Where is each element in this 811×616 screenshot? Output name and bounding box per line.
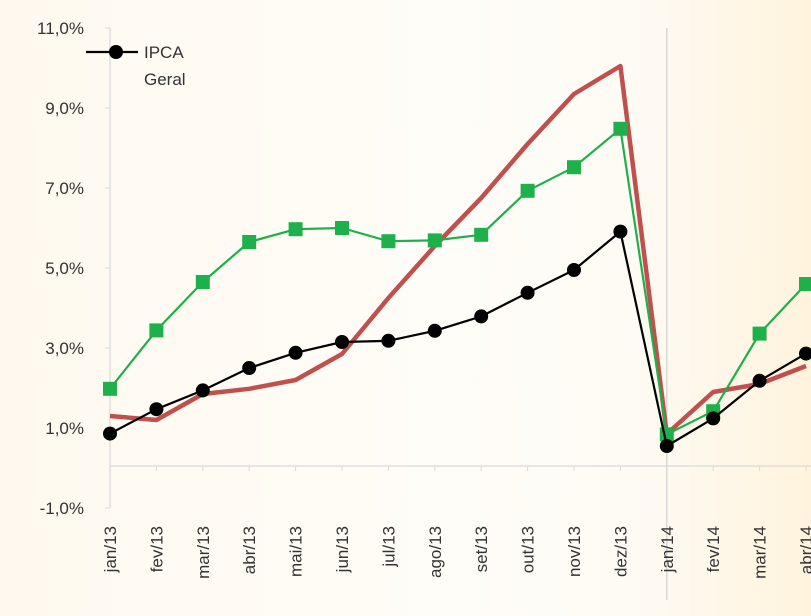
x-tick-label: jul/13	[379, 526, 398, 568]
series-line	[109, 127, 807, 436]
data-point	[567, 160, 581, 175]
x-tick-label: jan/13	[101, 526, 120, 573]
x-tick-label: dez/13	[611, 526, 630, 577]
data-point	[752, 373, 767, 388]
legend-marker	[109, 45, 123, 59]
x-tick-label: set/13	[472, 526, 491, 572]
series-3	[109, 63, 807, 437]
data-point	[335, 221, 349, 235]
data-point	[474, 309, 489, 324]
data-point	[520, 183, 535, 198]
x-tick-label: abr/13	[240, 526, 259, 574]
data-point	[659, 439, 674, 453]
data-point	[381, 333, 396, 348]
data-point	[613, 224, 628, 239]
series-line	[109, 63, 807, 437]
x-tick-label: out/13	[519, 526, 538, 573]
data-point	[427, 323, 442, 338]
data-point	[195, 383, 210, 398]
data-point	[149, 323, 164, 338]
y-tick-label: 5,0%	[45, 259, 84, 278]
data-point	[427, 233, 442, 248]
data-point	[242, 361, 257, 375]
y-tick-label: 9,0%	[45, 99, 84, 118]
series-line	[109, 230, 807, 448]
data-point	[149, 402, 164, 417]
data-point	[288, 345, 303, 360]
data-point	[520, 285, 535, 300]
y-tick-label: 7,0%	[45, 179, 84, 198]
x-tick-label: nov/13	[565, 526, 584, 577]
data-point	[799, 277, 811, 291]
y-tick-label: 11,0%	[37, 19, 84, 38]
series-layer	[103, 63, 811, 453]
data-point	[706, 411, 721, 426]
data-point	[474, 227, 489, 242]
x-tick-label: mai/13	[287, 526, 306, 577]
legend: IPCA Geral	[86, 43, 186, 89]
data-point	[195, 275, 210, 289]
y-tick-label: 3,0%	[45, 339, 84, 358]
data-point	[752, 326, 767, 341]
axes-layer: 11,0% 9,0% 7,0% 5,0% 3,0% 1,0% -1,0% jan/13 fev/…	[37, 19, 811, 600]
data-point	[103, 381, 117, 396]
data-point	[288, 222, 303, 237]
legend-label: IPCA Geral	[144, 43, 186, 89]
x-tick-label: fev/14	[704, 526, 723, 572]
x-tick-label: ago/13	[426, 526, 445, 578]
x-tick-label: mar/14	[751, 526, 770, 579]
y-tick-label: -1,0%	[40, 499, 84, 518]
x-tick-label: fev/13	[147, 526, 166, 572]
data-point	[242, 235, 257, 249]
data-point	[335, 335, 349, 349]
data-point	[381, 234, 396, 249]
series-1	[103, 224, 811, 453]
x-tick-label: mar/13	[194, 526, 213, 579]
x-tick-label: jan/14	[658, 526, 677, 573]
y-tick-label: 1,0%	[45, 419, 84, 438]
data-point	[567, 263, 581, 277]
series-2	[103, 121, 811, 442]
x-tick-label: abr/14	[797, 526, 811, 574]
x-tick-label: jun/13	[333, 526, 352, 573]
data-point	[613, 121, 628, 136]
data-point	[799, 346, 811, 361]
data-point	[103, 426, 117, 441]
